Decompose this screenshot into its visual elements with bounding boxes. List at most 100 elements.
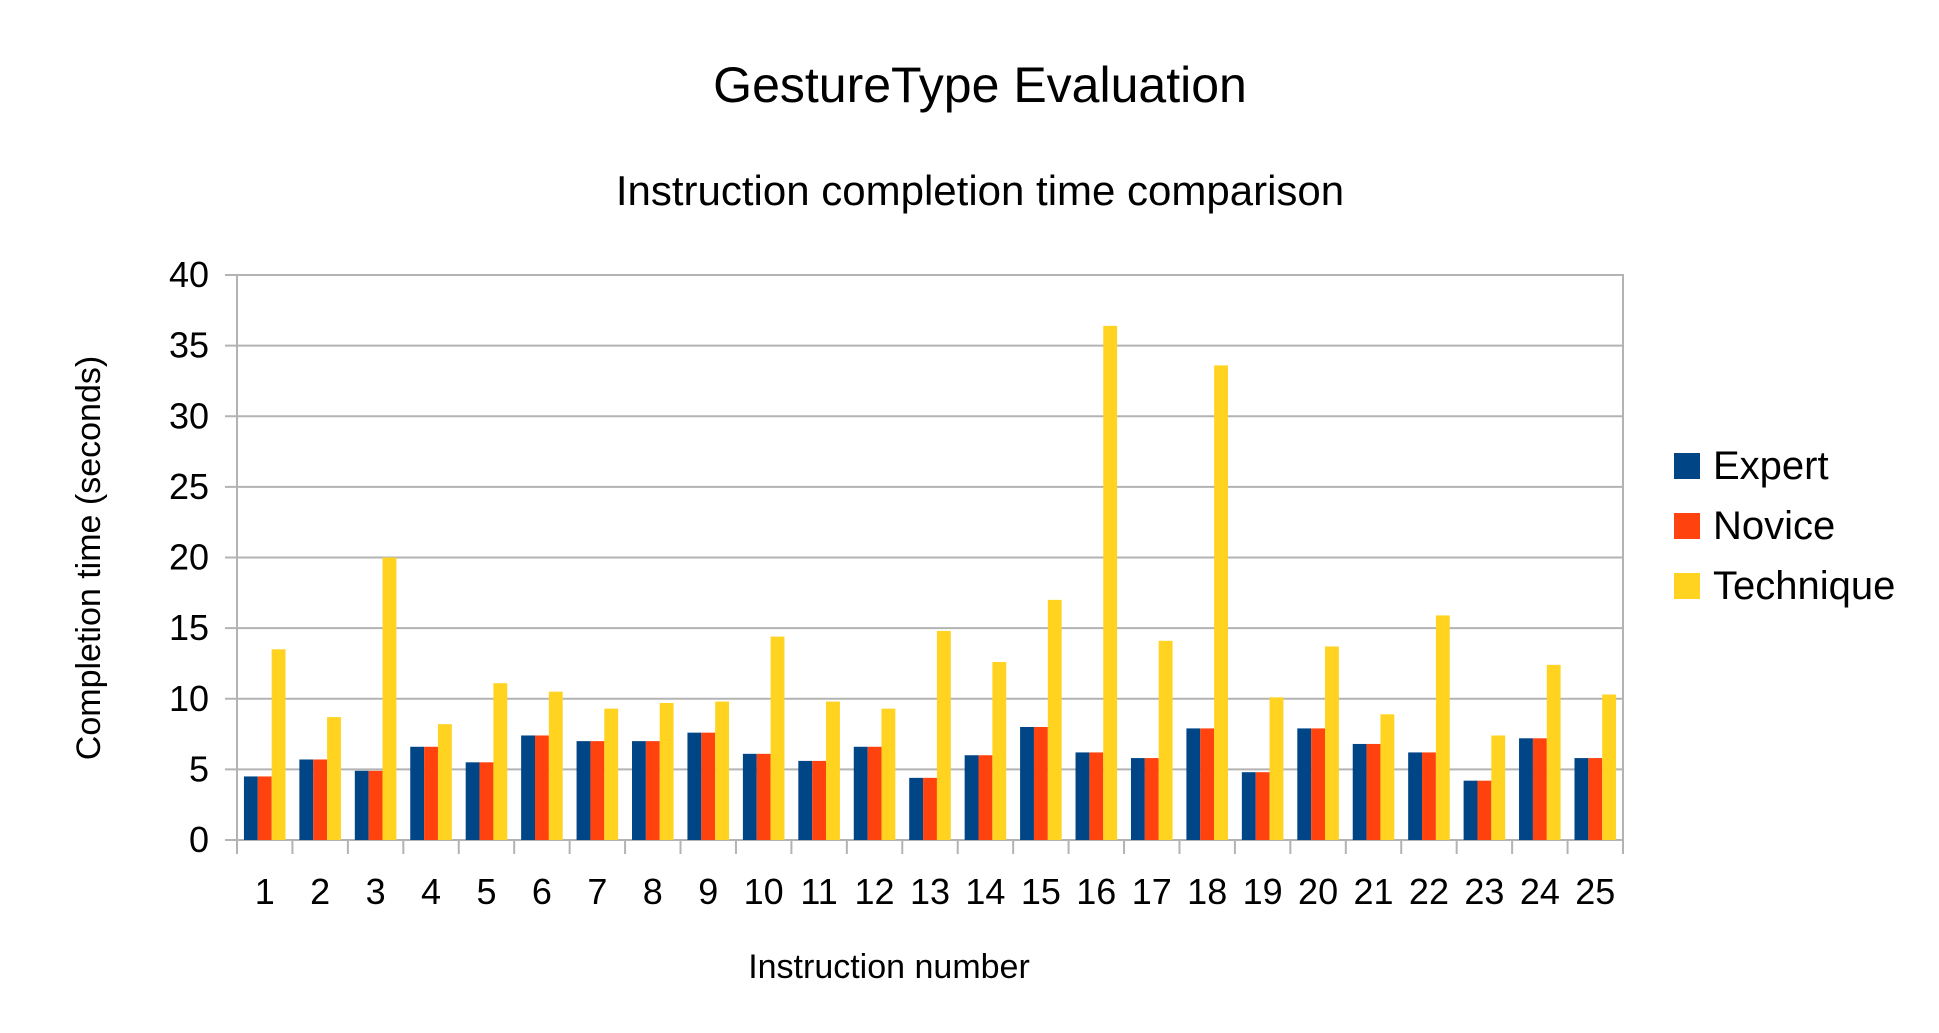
- bar-expert-22: [1408, 752, 1423, 840]
- bar-novice-15: [1033, 727, 1048, 840]
- x-tick-label: 17: [1132, 871, 1172, 912]
- chart-title: GestureType Evaluation: [713, 57, 1247, 113]
- bar-technique-12: [881, 708, 896, 840]
- bar-novice-22: [1422, 752, 1436, 840]
- bar-expert-1: [243, 776, 258, 840]
- y-axis-label: Completion time (seconds): [70, 356, 108, 760]
- bar-novice-25: [1588, 758, 1603, 840]
- bars: [243, 325, 1617, 841]
- bar-expert-7: [576, 741, 591, 840]
- bar-technique-6: [548, 691, 563, 840]
- x-tick-label: 4: [421, 871, 441, 912]
- chart-subtitle: Instruction completion time comparison: [616, 167, 1344, 214]
- bar-novice-8: [645, 741, 660, 840]
- bar-expert-2: [299, 759, 314, 840]
- bar-novice-17: [1144, 758, 1159, 840]
- legend-label-technique: Technique: [1713, 564, 1895, 608]
- bar-technique-3: [382, 557, 397, 840]
- bar-technique-11: [826, 701, 840, 840]
- x-tick-label: 20: [1298, 871, 1338, 912]
- x-tick-label: 21: [1353, 871, 1393, 912]
- x-tick-label: 25: [1575, 871, 1615, 912]
- y-tick-label: 30: [169, 395, 209, 436]
- x-tick-label: 15: [1021, 871, 1061, 912]
- bar-novice-18: [1200, 728, 1215, 840]
- x-tick-label: 12: [855, 871, 895, 912]
- x-tick-label: 2: [310, 871, 330, 912]
- bar-expert-14: [964, 755, 979, 840]
- bar-novice-7: [590, 741, 605, 840]
- bar-expert-18: [1186, 728, 1201, 840]
- bar-expert-23: [1463, 780, 1478, 840]
- bar-novice-11: [812, 760, 827, 840]
- bar-expert-9: [687, 732, 702, 840]
- bar-novice-13: [923, 777, 937, 840]
- x-tick-label: 1: [255, 871, 275, 912]
- y-tick-label: 20: [169, 537, 209, 578]
- bar-novice-1: [257, 776, 272, 840]
- bar-technique-14: [992, 662, 1007, 840]
- bar-novice-3: [368, 770, 383, 840]
- legend-swatch-expert: [1674, 453, 1700, 479]
- x-tick-label: 6: [532, 871, 552, 912]
- bar-novice-5: [479, 762, 494, 840]
- bar-expert-17: [1130, 758, 1145, 840]
- bar-technique-4: [437, 724, 452, 840]
- y-tick-label: 25: [169, 466, 209, 507]
- bar-novice-24: [1532, 738, 1547, 840]
- bar-novice-14: [978, 755, 993, 840]
- legend-label-expert: Expert: [1713, 444, 1829, 488]
- x-tick-label: 13: [910, 871, 950, 912]
- bar-expert-25: [1574, 758, 1589, 840]
- bar-novice-20: [1311, 728, 1326, 840]
- bar-novice-9: [701, 732, 716, 840]
- x-tick-label: 16: [1076, 871, 1116, 912]
- bar-novice-21: [1366, 743, 1381, 840]
- bar-technique-16: [1103, 325, 1118, 841]
- bar-expert-11: [798, 760, 813, 840]
- bar-novice-16: [1089, 752, 1104, 840]
- x-tick-label: 14: [965, 871, 1005, 912]
- x-tick-label: 9: [698, 871, 718, 912]
- bar-technique-17: [1158, 640, 1173, 840]
- bar-technique-21: [1380, 714, 1395, 840]
- bar-technique-1: [271, 649, 286, 840]
- x-tick-label: 19: [1243, 871, 1283, 912]
- bar-expert-5: [465, 762, 480, 840]
- bar-novice-10: [756, 753, 771, 840]
- x-tick-label: 5: [476, 871, 496, 912]
- bar-novice-23: [1477, 780, 1492, 840]
- bar-technique-25: [1602, 694, 1617, 840]
- y-tick-label: 0: [189, 819, 209, 860]
- x-tick-label: 22: [1409, 871, 1449, 912]
- legend-swatch-novice: [1674, 513, 1700, 539]
- x-tick-label: 7: [587, 871, 607, 912]
- bar-technique-8: [659, 702, 674, 840]
- y-tick-label: 10: [169, 678, 209, 719]
- x-tick-label: 24: [1520, 871, 1560, 912]
- bar-novice-4: [424, 746, 438, 840]
- x-tick-label: 3: [366, 871, 386, 912]
- bar-novice-2: [313, 759, 328, 840]
- x-tick-label: 8: [643, 871, 663, 912]
- bar-technique-18: [1214, 365, 1228, 840]
- bar-novice-6: [534, 735, 549, 840]
- bar-technique-20: [1325, 646, 1339, 840]
- bar-technique-5: [493, 683, 508, 840]
- bar-novice-12: [867, 746, 882, 840]
- legend: Expert Novice Technique: [1674, 444, 1895, 608]
- x-tick-label: 10: [744, 871, 784, 912]
- bar-expert-16: [1075, 752, 1090, 840]
- y-axis-ticks: 0 5 10 15 20 25 30 35 40: [169, 254, 237, 860]
- bar-technique-22: [1435, 615, 1450, 840]
- y-tick-label: 5: [189, 748, 209, 789]
- bar-technique-24: [1546, 664, 1561, 840]
- bar-expert-4: [410, 746, 425, 840]
- bar-expert-19: [1241, 772, 1256, 840]
- legend-label-novice: Novice: [1713, 504, 1835, 548]
- bar-expert-20: [1297, 728, 1312, 840]
- x-axis-label: Instruction number: [748, 948, 1030, 986]
- bar-technique-13: [936, 630, 951, 840]
- bar-expert-10: [742, 753, 757, 840]
